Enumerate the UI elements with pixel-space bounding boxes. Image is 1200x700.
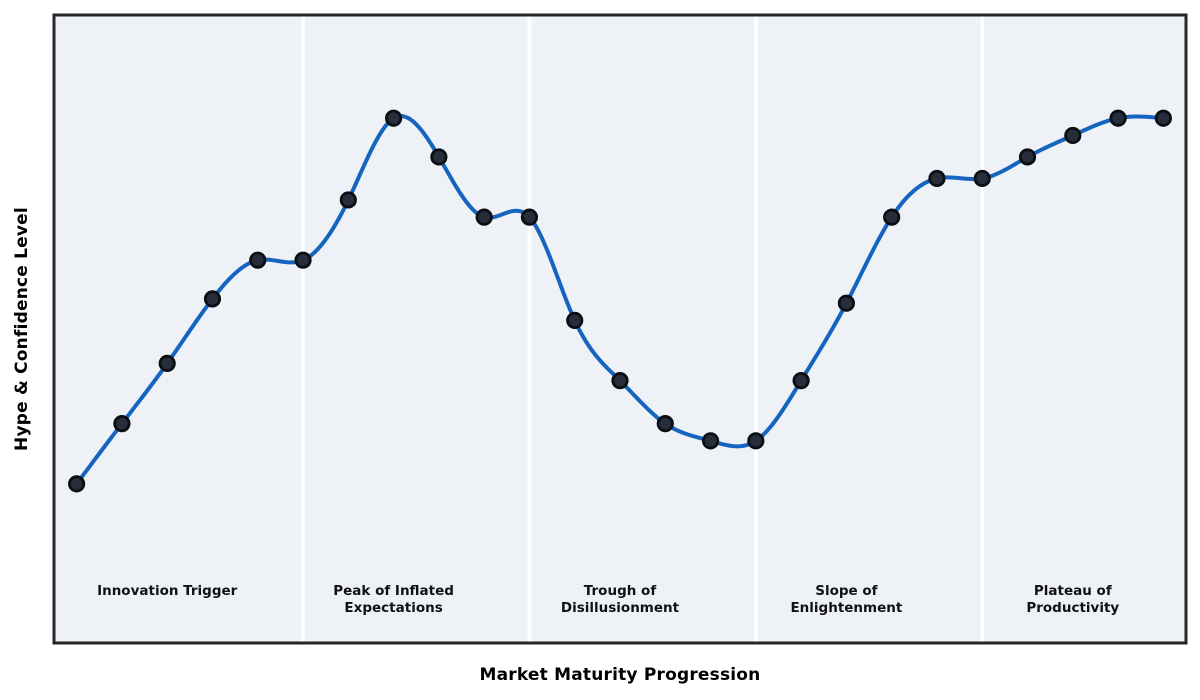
phase-label: Slope of Enlightenment xyxy=(790,583,902,616)
data-point xyxy=(430,148,448,166)
data-point xyxy=(792,372,810,390)
data-point xyxy=(1018,148,1037,166)
phase-dividers xyxy=(301,15,984,643)
data-point-markers xyxy=(68,109,1172,493)
data-point xyxy=(1064,126,1082,145)
phase-label: Innovation Trigger xyxy=(97,583,238,599)
phase-label: Plateau of Productivity xyxy=(1026,583,1119,616)
data-point xyxy=(566,311,584,329)
data-point xyxy=(883,208,901,226)
data-point xyxy=(339,191,357,209)
x-axis-label: Market Maturity Progression xyxy=(479,665,761,685)
data-point xyxy=(747,432,765,450)
plot-panel-background xyxy=(54,15,1186,643)
data-point xyxy=(656,415,674,433)
data-point xyxy=(475,208,493,226)
data-point xyxy=(68,475,86,493)
phase-labels: Innovation Trigger Peak of Inflated Expect… xyxy=(97,583,1119,616)
plot-border xyxy=(52,13,1188,645)
data-point xyxy=(1109,109,1127,127)
data-point xyxy=(928,169,946,188)
data-point xyxy=(520,208,539,226)
data-point xyxy=(973,169,991,188)
data-point xyxy=(158,354,176,373)
y-axis-label: Hype & Confidence Level xyxy=(12,207,32,451)
data-point xyxy=(611,372,629,390)
phase-label: Trough of Disillusionment xyxy=(561,583,680,616)
data-point xyxy=(837,294,856,312)
data-point xyxy=(113,415,131,433)
data-point xyxy=(203,290,222,308)
data-point xyxy=(701,432,720,450)
data-point xyxy=(294,251,312,269)
data-point xyxy=(249,251,267,269)
data-point xyxy=(1154,109,1172,127)
phase-label: Peak of Inflated Expectations xyxy=(333,583,454,616)
data-point xyxy=(384,109,403,127)
